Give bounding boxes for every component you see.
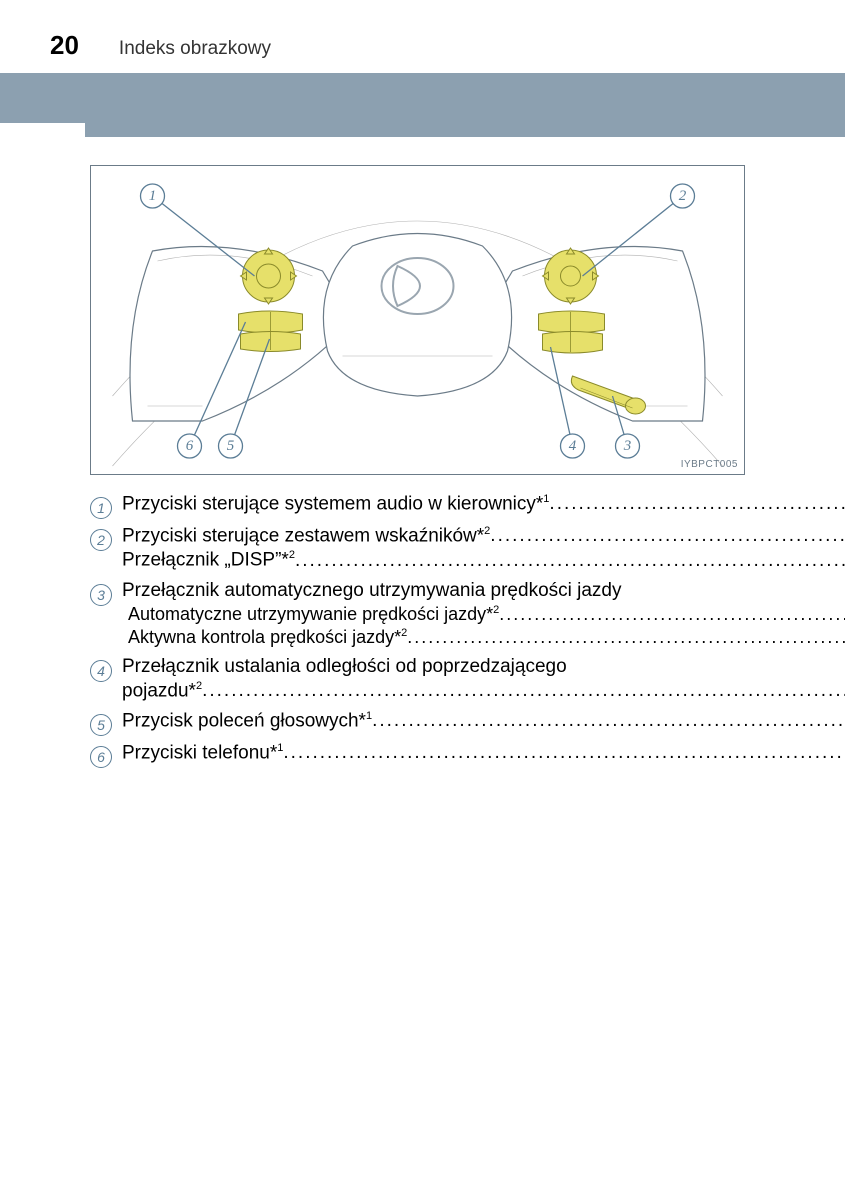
page: 20 Indeks obrazkowy [0,0,845,1200]
leader-dots [295,550,845,572]
page-number: 20 [50,30,79,61]
entry-line: Przełącznik ustalania odległości od popr… [122,656,845,678]
entry-line: pojazdu*2S. 208 [122,680,845,702]
entry-line: Przycisk poleceń głosowych*1S. 294, 383,… [122,710,845,732]
item-number-circle: 2 [90,529,112,551]
header-row: 20 Indeks obrazkowy [0,0,845,73]
header-band-inset [85,123,845,137]
entry-label: Aktywna kontrola prędkości jazdy*2 [128,627,407,648]
entry-line: Automatyczne utrzymywanie prędkości jazd… [122,604,845,625]
entry-label: Przełącznik ustalania odległości od popr… [122,656,567,678]
entry-label: Przyciski sterujące systemem audio w kie… [122,493,549,515]
leader-dots [283,742,845,764]
item-number-circle: 6 [90,746,112,768]
entry-label: Przełącznik „DISP”*2 [122,549,295,571]
entry-line: Przełącznik automatycznego utrzymywania … [122,580,845,602]
list-item: 6Przyciski telefonu*1S. 294 [90,742,745,768]
item-number-circle: 3 [90,584,112,606]
svg-text:1: 1 [149,188,157,204]
entry-block: Przyciski telefonu*1S. 294 [122,742,845,766]
entry-label: pojazdu*2 [122,680,202,702]
leader-dots [499,604,845,625]
breadcrumb: Indeks obrazkowy [119,38,271,60]
entry-label: Przełącznik automatycznego utrzymywania … [122,580,622,602]
leader-dots [372,710,845,732]
entry-line: Przełącznik „DISP”*2S. 101 [122,549,845,571]
header-band-full [0,73,845,123]
svg-text:4: 4 [569,438,577,454]
entry-label: Przyciski sterujące zestawem wskaźników*… [122,525,490,547]
entry-block: Przełącznik automatycznego utrzymywania … [122,580,845,650]
svg-text:5: 5 [227,438,235,454]
entry-line: Przyciski sterujące zestawem wskaźników*… [122,525,845,547]
leader-dots [549,493,845,515]
entry-label: Automatyczne utrzymywanie prędkości jazd… [128,604,499,625]
diagram-code: IYBPCT005 [681,459,738,470]
list-item: 1 Przyciski sterujące systemem audio w ki… [90,493,745,519]
diagram-svg: 1 2 3 4 5 6 [91,166,744,474]
entry-block: Przyciski sterujące systemem audio w kie… [122,493,845,517]
svg-text:6: 6 [186,438,194,454]
entry-block: Przyciski sterujące zestawem wskaźników*… [122,525,845,574]
item-number-circle: 4 [90,660,112,682]
content-list: 1 Przyciski sterujące systemem audio w ki… [90,493,745,768]
entry-line: Przyciski telefonu*1S. 294 [122,742,845,764]
entry-block: Przełącznik ustalania odległości od popr… [122,656,845,704]
entry-label: Przycisk poleceń głosowych*1 [122,710,372,732]
leader-dots [490,525,845,547]
item-number-circle: 1 [90,497,112,519]
svg-text:3: 3 [623,438,632,454]
list-item: 4 Przełącznik ustalania odległości od pop… [90,656,745,704]
svg-text:2: 2 [679,188,687,204]
entry-block: Przycisk poleceń głosowych*1S. 294, 383,… [122,710,845,734]
item-number-circle: 5 [90,714,112,736]
entry-line: Przyciski sterujące systemem audio w kie… [122,493,845,515]
list-item: 3 Przełącznik automatycznego utrzymywania… [90,580,745,650]
entry-line: Aktywna kontrola prędkości jazdy*2S. 208 [122,627,845,648]
entry-label: Przyciski telefonu*1 [122,742,283,764]
list-item: 2 Przyciski sterujące zestawem wskaźników… [90,525,745,574]
steering-wheel-diagram: 1 2 3 4 5 6 IYBPCT005 [90,165,745,475]
leader-dots [202,680,845,702]
list-item: 5Przycisk poleceń głosowych*1S. 294, 383… [90,710,745,736]
leader-dots [407,627,845,648]
